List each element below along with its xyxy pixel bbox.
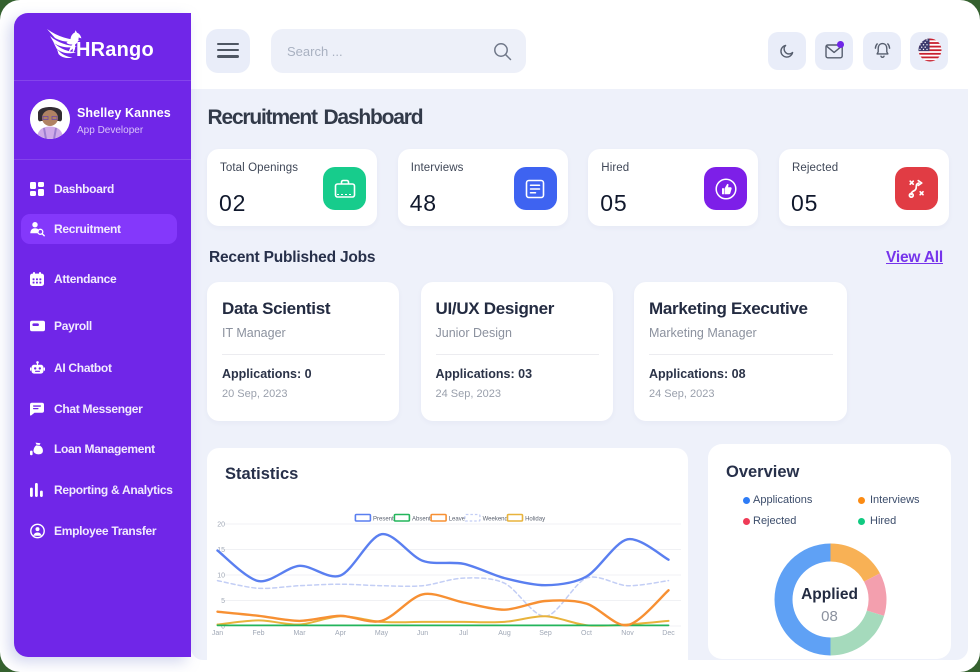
- svg-text:Aug: Aug: [498, 630, 511, 637]
- svg-text:Apr: Apr: [335, 630, 347, 637]
- svg-text:Oct: Oct: [581, 630, 592, 637]
- svg-text:0: 0: [221, 624, 225, 631]
- svg-text:5: 5: [221, 598, 225, 605]
- svg-text:Dec: Dec: [662, 630, 675, 637]
- svg-text:Jul: Jul: [459, 630, 468, 637]
- svg-text:Feb: Feb: [252, 630, 264, 637]
- svg-text:Holiday: Holiday: [525, 517, 545, 523]
- svg-text:Nov: Nov: [621, 630, 634, 637]
- svg-text:Mar: Mar: [293, 630, 306, 637]
- svg-text:Absent: Absent: [412, 517, 431, 523]
- svg-text:Leave: Leave: [449, 517, 466, 523]
- svg-text:Jun: Jun: [417, 630, 428, 637]
- svg-text:Sep: Sep: [539, 630, 552, 637]
- svg-text:15: 15: [217, 547, 225, 554]
- svg-text:Weekend: Weekend: [483, 517, 508, 523]
- svg-text:Jan: Jan: [212, 630, 223, 637]
- svg-text:Present: Present: [373, 517, 394, 523]
- svg-text:10: 10: [217, 573, 225, 580]
- svg-text:20: 20: [217, 522, 225, 529]
- svg-text:May: May: [375, 630, 389, 637]
